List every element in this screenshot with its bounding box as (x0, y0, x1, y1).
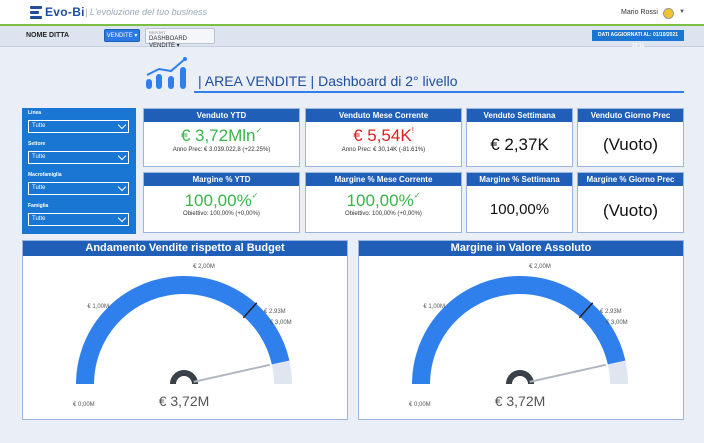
slicer-value: Tutte (32, 123, 46, 129)
logo-icon (30, 6, 42, 20)
kpi-title: Venduto Settimana (467, 109, 572, 122)
check-icon: ✓ (255, 126, 263, 135)
gauge-chart: € 0,00M € 1,00M € 2,00M € 2,93M € 3,00M € 3,7… (409, 264, 628, 409)
slicer-settore: Settore Tutte (22, 139, 136, 170)
avatar[interactable] (663, 8, 674, 19)
kpi-title: Venduto Mese Corrente (306, 109, 461, 122)
slicer-value: Tutte (32, 185, 46, 191)
gauge-needle (193, 363, 271, 383)
kpi-venduto-mese: Venduto Mese Corrente € 5,54K! Anno Prec… (305, 108, 462, 167)
gauge-needle (529, 363, 607, 383)
kpi-venduto-ytd: Venduto YTD € 3,72Mln✓ Anno Prec: € 3.03… (143, 108, 300, 167)
module-button[interactable]: VENDITE ▾ (104, 29, 140, 42)
slicer-macrofamiglia: Macrofamiglia Tutte (22, 170, 136, 201)
brand-tagline: | L'evoluzione del tuo business (85, 7, 208, 17)
kpi-title: Venduto Giorno Prec (578, 109, 683, 122)
report-select-label: REPORT (149, 30, 166, 35)
gauge-end-label: € 3,00M (270, 320, 292, 326)
gauge-target-label: € 2,93M (264, 309, 286, 315)
gauge-target-marker (578, 302, 594, 319)
check-icon: ✓ (413, 191, 421, 200)
slicer-dropdown[interactable]: Tutte (28, 120, 129, 133)
kpi-venduto-settimana: Venduto Settimana € 2,37K (466, 108, 573, 167)
slicer-label: Famiglia (28, 203, 49, 209)
gauge-title: Andamento Vendite rispetto al Budget (23, 241, 347, 256)
kpi-margine-ytd: Margine % YTD 100,00%✓ Obiettivo: 100,00… (143, 172, 300, 233)
filter-bar: NOME DITTA VENDITE ▾ REPORT DASHBOARD VE… (0, 26, 704, 49)
kpi-value: 100,00% (489, 201, 550, 218)
company-name: NOME DITTA (26, 32, 70, 39)
slicer-dropdown[interactable]: Tutte (28, 213, 129, 226)
kpi-title: Margine % Mese Corrente (306, 173, 461, 186)
kpi-value: € 5,54K! (353, 126, 414, 145)
kpi-margine-mese: Margine % Mese Corrente 100,00%✓ Obietti… (305, 172, 462, 233)
gauge-q1-label: € 1,00M (423, 304, 445, 310)
kpi-value: € 3,72Mln✓ (180, 126, 263, 145)
kpi-margine-settimana: Margine % Settimana 100,00% (466, 172, 573, 233)
kpi-title: Venduto YTD (144, 109, 299, 122)
gauge-value-arc (412, 276, 626, 385)
slicer-label: Macrofamiglia (28, 172, 62, 178)
check-icon: ✓ (251, 191, 259, 200)
kpi-title: Margine % YTD (144, 173, 299, 186)
gauge-chart: € 0,00M € 1,00M € 2,00M € 2,93M € 3,00M € 3,7… (73, 264, 292, 409)
page-title: | AREA VENDITE | Dashboard di 2° livello (198, 73, 458, 89)
slicer-dropdown[interactable]: Tutte (28, 151, 129, 164)
last-updated-badge: DATI AGGIORNATI AL: 01/10/2021 13:11 (592, 30, 684, 49)
report-select[interactable]: REPORT DASHBOARD VENDITE ▾ (145, 28, 215, 49)
slicer-label: Linea (28, 110, 42, 116)
gauge-value-arc (76, 276, 290, 385)
slicer-linea: Linea Tutte (22, 108, 136, 139)
chevron-down-icon (117, 213, 127, 223)
gauge-panel-margine: Margine in Valore Assoluto € 0,00M € 1,00… (358, 240, 684, 420)
report-select-value: DASHBOARD VENDITE ▾ (149, 36, 188, 49)
slicer-panel: Linea Tutte Settore Tutte Macrofamiglia … (22, 108, 136, 234)
gauge-value-label: € 3,72M (159, 393, 210, 409)
kpi-subtext: Obiettivo: 100,00% (+0,00%) (345, 211, 422, 217)
bar-chart-icon (146, 57, 187, 89)
gauge-max-label: € 2,00M (529, 264, 551, 270)
kpi-title: Margine % Giorno Prec (578, 173, 683, 186)
kpi-value: (Vuoto) (602, 201, 659, 220)
kpi-value: € 2,37K (490, 135, 549, 154)
gauge-q1-label: € 1,00M (87, 304, 109, 310)
gauge-value-label: € 3,72M (495, 393, 546, 409)
slicer-label: Settore (28, 141, 46, 147)
chevron-down-icon (117, 151, 127, 161)
kpi-venduto-giorno: Venduto Giorno Prec (Vuoto) (577, 108, 684, 167)
gauge-panel-vendite-budget: Andamento Vendite rispetto al Budget € 0… (22, 240, 348, 420)
kpi-value: 100,00%✓ (184, 191, 259, 210)
slicer-dropdown[interactable]: Tutte (28, 182, 129, 195)
kpi-title: Margine % Settimana (467, 173, 572, 186)
kpi-margine-giorno: Margine % Giorno Prec (Vuoto) (577, 172, 684, 233)
slicer-value: Tutte (32, 154, 46, 160)
warning-icon: ! (411, 126, 414, 135)
gauge-target-label: € 2,93M (600, 309, 622, 315)
user-name[interactable]: Mario Rossi (621, 9, 658, 16)
gauge-max-label: € 2,00M (193, 264, 215, 270)
gauge-end-label: € 3,00M (606, 320, 628, 326)
gauge-min-label: € 0,00M (409, 402, 431, 408)
slicer-value: Tutte (32, 216, 46, 222)
gauge-hub (506, 370, 534, 385)
gauge-title: Margine in Valore Assoluto (359, 241, 683, 256)
brand-name: Evo-Bi (45, 5, 85, 19)
kpi-subtext: Anno Prec: € 3.039.022,8 (+22.25%) (172, 147, 271, 153)
user-menu-caret-icon[interactable]: ▼ (679, 9, 685, 15)
module-button-label: VENDITE (106, 33, 133, 39)
title-underline (194, 91, 684, 93)
chevron-down-icon (117, 120, 127, 130)
kpi-value: (Vuoto) (602, 135, 659, 154)
kpi-subtext: Obiettivo: 100,00% (+0,00%) (183, 211, 260, 217)
gauge-target-marker (242, 302, 258, 319)
slicer-famiglia: Famiglia Tutte (22, 201, 136, 232)
kpi-value: 100,00%✓ (346, 191, 421, 210)
gauge-min-label: € 0,00M (73, 402, 95, 408)
gauge-hub (170, 370, 198, 385)
chevron-down-icon (117, 182, 127, 192)
top-bar: Evo-Bi | L'evoluzione del tuo business M… (0, 0, 704, 26)
kpi-subtext: Anno Prec: € 30,14K (-81.61%) (341, 147, 426, 153)
